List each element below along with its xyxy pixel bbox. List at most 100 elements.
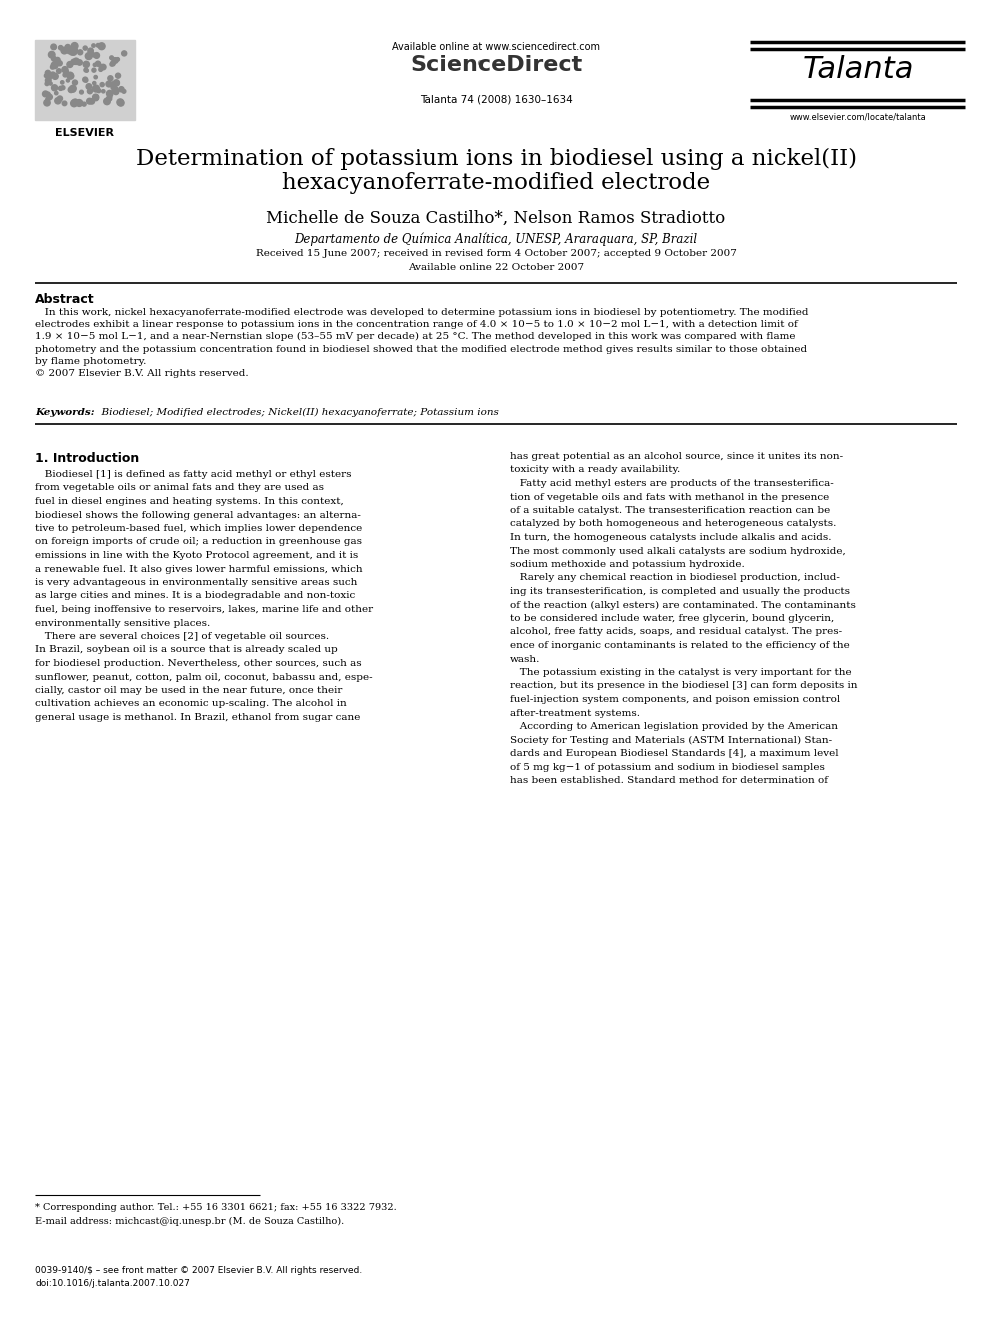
Circle shape xyxy=(45,82,49,86)
Circle shape xyxy=(88,48,93,53)
Circle shape xyxy=(112,86,118,93)
Text: cultivation achieves an economic up-scaling. The alcohol in: cultivation achieves an economic up-scal… xyxy=(35,700,347,709)
Text: Determination of potassium ions in biodiesel using a nickel(II): Determination of potassium ions in biodi… xyxy=(136,148,856,171)
Text: has been established. Standard method for determination of: has been established. Standard method fo… xyxy=(510,777,828,785)
Circle shape xyxy=(83,61,89,67)
Circle shape xyxy=(106,97,111,101)
Circle shape xyxy=(111,61,115,65)
Text: sunflower, peanut, cotton, palm oil, coconut, babassu and, espe-: sunflower, peanut, cotton, palm oil, coc… xyxy=(35,672,373,681)
Circle shape xyxy=(52,85,58,91)
Text: In Brazil, soybean oil is a source that is already scaled up: In Brazil, soybean oil is a source that … xyxy=(35,646,337,655)
Circle shape xyxy=(112,58,118,64)
Circle shape xyxy=(84,67,88,71)
Text: sodium methoxide and potassium hydroxide.: sodium methoxide and potassium hydroxide… xyxy=(510,560,745,569)
Circle shape xyxy=(72,99,78,105)
Text: alcohol, free fatty acids, soaps, and residual catalyst. The pres-: alcohol, free fatty acids, soaps, and re… xyxy=(510,627,842,636)
Circle shape xyxy=(84,79,87,82)
Circle shape xyxy=(59,45,62,50)
Circle shape xyxy=(110,56,113,60)
Circle shape xyxy=(73,58,79,65)
Circle shape xyxy=(45,74,49,78)
Circle shape xyxy=(70,99,77,107)
Text: Available online at www.sciencedirect.com: Available online at www.sciencedirect.co… xyxy=(392,42,600,52)
Text: is very advantageous in environmentally sensitive areas such: is very advantageous in environmentally … xyxy=(35,578,357,587)
Circle shape xyxy=(98,42,105,50)
Circle shape xyxy=(47,74,52,79)
Text: catalyzed by both homogeneous and heterogeneous catalysts.: catalyzed by both homogeneous and hetero… xyxy=(510,520,836,528)
Circle shape xyxy=(68,87,73,93)
Circle shape xyxy=(99,65,103,69)
Text: Abstract: Abstract xyxy=(35,292,94,306)
Circle shape xyxy=(95,61,100,66)
Circle shape xyxy=(68,49,75,56)
Circle shape xyxy=(71,60,76,65)
Text: emissions in line with the Kyoto Protocol agreement, and it is: emissions in line with the Kyoto Protoco… xyxy=(35,550,358,560)
Circle shape xyxy=(72,89,75,93)
Circle shape xyxy=(111,85,116,90)
Circle shape xyxy=(115,73,121,78)
Text: According to American legislation provided by the American: According to American legislation provid… xyxy=(510,722,838,732)
Circle shape xyxy=(66,62,72,67)
Circle shape xyxy=(92,44,95,48)
Text: In this work, nickel hexacyanoferrate-modified electrode was developed to determ: In this work, nickel hexacyanoferrate-mo… xyxy=(35,308,808,378)
Circle shape xyxy=(67,73,73,79)
Circle shape xyxy=(54,61,59,65)
Text: as large cities and mines. It is a biodegradable and non-toxic: as large cities and mines. It is a biode… xyxy=(35,591,355,601)
Circle shape xyxy=(109,95,112,98)
Text: dards and European Biodiesel Standards [4], a maximum level: dards and European Biodiesel Standards [… xyxy=(510,749,838,758)
Circle shape xyxy=(113,79,119,86)
Circle shape xyxy=(62,48,65,52)
Circle shape xyxy=(49,52,55,58)
Circle shape xyxy=(72,48,77,53)
Text: general usage is methanol. In Brazil, ethanol from sugar cane: general usage is methanol. In Brazil, et… xyxy=(35,713,360,722)
Circle shape xyxy=(104,98,110,105)
Circle shape xyxy=(51,44,57,50)
Text: Michelle de Souza Castilho*, Nelson Ramos Stradiotto: Michelle de Souza Castilho*, Nelson Ramo… xyxy=(267,210,725,228)
Text: ScienceDirect: ScienceDirect xyxy=(410,56,582,75)
Circle shape xyxy=(52,62,58,69)
Circle shape xyxy=(65,70,68,73)
Text: Available online 22 October 2007: Available online 22 October 2007 xyxy=(408,263,584,273)
Circle shape xyxy=(94,75,97,79)
Circle shape xyxy=(49,82,53,85)
Text: has great potential as an alcohol source, since it unites its non-: has great potential as an alcohol source… xyxy=(510,452,843,460)
Circle shape xyxy=(66,79,69,82)
Circle shape xyxy=(89,99,94,105)
Text: after-treatment systems.: after-treatment systems. xyxy=(510,709,640,717)
Circle shape xyxy=(65,45,70,50)
Circle shape xyxy=(55,91,58,95)
Circle shape xyxy=(44,99,51,106)
Text: tion of vegetable oils and fats with methanol in the presence: tion of vegetable oils and fats with met… xyxy=(510,492,829,501)
Text: on foreign imports of crude oil; a reduction in greenhouse gas: on foreign imports of crude oil; a reduc… xyxy=(35,537,362,546)
Circle shape xyxy=(74,99,77,103)
Bar xyxy=(35,40,135,120)
Text: There are several choices [2] of vegetable oil sources.: There are several choices [2] of vegetab… xyxy=(35,632,329,642)
Text: ELSEVIER: ELSEVIER xyxy=(56,128,114,138)
Text: biodiesel shows the following general advantages: an alterna-: biodiesel shows the following general ad… xyxy=(35,511,361,520)
Circle shape xyxy=(77,50,82,54)
Text: Talanta: Talanta xyxy=(803,56,914,83)
Circle shape xyxy=(53,73,59,79)
Text: of a suitable catalyst. The transesterification reaction can be: of a suitable catalyst. The transesterif… xyxy=(510,505,830,515)
Circle shape xyxy=(62,66,68,73)
Text: Keywords:: Keywords: xyxy=(35,407,94,417)
Text: www.elsevier.com/locate/talanta: www.elsevier.com/locate/talanta xyxy=(790,112,927,120)
Text: hexacyanoferrate-modified electrode: hexacyanoferrate-modified electrode xyxy=(282,172,710,194)
Circle shape xyxy=(122,50,127,56)
Circle shape xyxy=(61,81,63,85)
Text: doi:10.1016/j.talanta.2007.10.027: doi:10.1016/j.talanta.2007.10.027 xyxy=(35,1279,189,1289)
Text: reaction, but its presence in the biodiesel [3] can form deposits in: reaction, but its presence in the biodie… xyxy=(510,681,857,691)
Text: The most commonly used alkali catalysts are sodium hydroxide,: The most commonly used alkali catalysts … xyxy=(510,546,846,556)
Circle shape xyxy=(72,81,77,85)
Circle shape xyxy=(108,75,113,81)
Circle shape xyxy=(51,65,55,69)
Text: Received 15 June 2007; received in revised form 4 October 2007; accepted 9 Octob: Received 15 June 2007; received in revis… xyxy=(256,249,736,258)
Circle shape xyxy=(122,90,126,93)
Circle shape xyxy=(82,102,86,106)
Text: The potassium existing in the catalyst is very important for the: The potassium existing in the catalyst i… xyxy=(510,668,851,677)
Circle shape xyxy=(52,57,57,61)
Text: Departamento de Química Analítica, UNESP, Araraquara, SP, Brazil: Departamento de Química Analítica, UNESP… xyxy=(295,232,697,246)
Text: fuel, being inoffensive to reservoirs, lakes, marine life and other: fuel, being inoffensive to reservoirs, l… xyxy=(35,605,373,614)
Circle shape xyxy=(59,86,62,90)
Circle shape xyxy=(85,69,88,73)
